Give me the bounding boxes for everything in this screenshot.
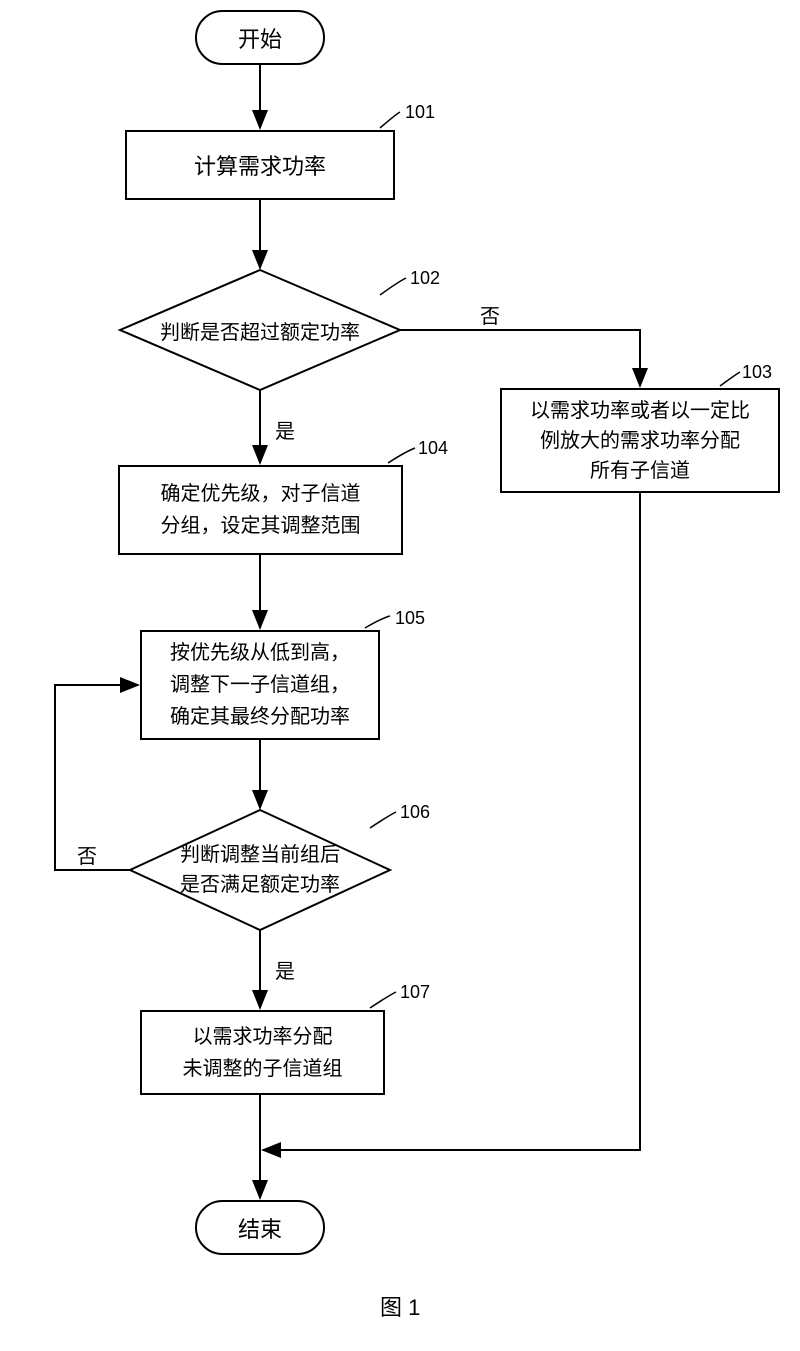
ref-101: 101 [405,102,435,123]
ref-107: 107 [400,982,430,1003]
end-label: 结束 [238,1212,282,1244]
process-104: 确定优先级，对子信道 分组，设定其调整范围 [118,465,403,555]
decision-102-text: 判断是否超过额定功率 [120,300,400,360]
process-101: 计算需求功率 [125,130,395,200]
decision-106-text: 判断调整当前组后 是否满足额定功率 [140,840,380,900]
process-101-text: 计算需求功率 [194,149,326,181]
process-107: 以需求功率分配 未调整的子信道组 [140,1010,385,1095]
decision-102-shape [0,0,800,1351]
edge-label-yes-2: 是 [275,955,295,984]
process-107-text: 以需求功率分配 未调整的子信道组 [183,1021,343,1085]
process-103-text: 以需求功率或者以一定比 例放大的需求功率分配 所有子信道 [530,396,750,486]
arrows-layer [0,0,800,1351]
ref-104: 104 [418,438,448,459]
start-label: 开始 [238,22,282,54]
process-105-text: 按优先级从低到高， 调整下一子信道组， 确定其最终分配功率 [170,637,350,733]
ref-106: 106 [400,802,430,823]
decision-106-shape [0,0,800,1351]
process-105: 按优先级从低到高， 调整下一子信道组， 确定其最终分配功率 [140,630,380,740]
process-104-text: 确定优先级，对子信道 分组，设定其调整范围 [161,478,361,542]
ref-102: 102 [410,268,440,289]
end-terminal: 结束 [195,1200,325,1255]
ref-103: 103 [742,362,772,383]
process-103: 以需求功率或者以一定比 例放大的需求功率分配 所有子信道 [500,388,780,493]
ref-105: 105 [395,608,425,629]
start-terminal: 开始 [195,10,325,65]
edge-label-yes-1: 是 [275,415,295,444]
edge-label-no-1: 否 [480,300,500,329]
figure-caption: 图 1 [380,1290,420,1322]
edge-label-no-2: 否 [77,840,97,869]
